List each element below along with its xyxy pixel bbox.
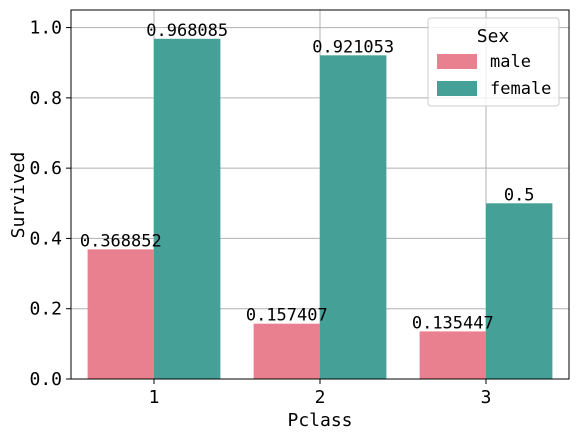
bar-female-1 [154,38,221,380]
bar-male-2 [253,323,320,379]
bar-male-3 [419,331,486,379]
data-label-male-3: 0.135447 [412,313,494,333]
legend-title: Sex [477,26,510,47]
bar-female-3 [486,203,553,379]
x-axis-label: Pclass [287,410,352,431]
data-labels-layer: 0.368852 0.157407 0.135447 0.968085 0.921053… [80,21,535,334]
data-label-male-1: 0.368852 [80,231,162,251]
bar-female-2 [320,55,387,379]
y-tick-label: 0.4 [29,228,62,249]
legend-swatch-female [437,81,477,96]
legend-label-female: female [490,79,551,99]
x-tick-label: 2 [315,387,326,408]
data-label-female-3: 0.5 [504,185,535,205]
x-tick-label: 3 [481,387,492,408]
x-axis-ticks: 1 2 3 [149,379,492,408]
data-label-female-2: 0.921053 [312,37,394,57]
y-tick-label: 1.0 [29,18,62,39]
legend-label-male: male [490,52,531,72]
bars-layer [87,38,553,380]
y-tick-label: 0.0 [29,369,62,390]
y-tick-label: 0.8 [29,88,62,109]
data-label-female-1: 0.968085 [146,21,228,41]
x-tick-label: 1 [149,387,160,408]
legend-swatch-male [437,54,477,69]
y-axis-label: Survived [8,152,29,239]
y-tick-label: 0.2 [29,299,62,320]
legend-entries: male female [437,52,551,99]
legend: Sex male female [427,17,560,107]
y-axis-ticks: 0.0 0.2 0.4 0.6 0.8 1.0 [29,18,71,390]
bar-male-1 [87,249,154,379]
data-label-male-2: 0.157407 [246,306,328,326]
y-tick-label: 0.6 [29,158,62,179]
